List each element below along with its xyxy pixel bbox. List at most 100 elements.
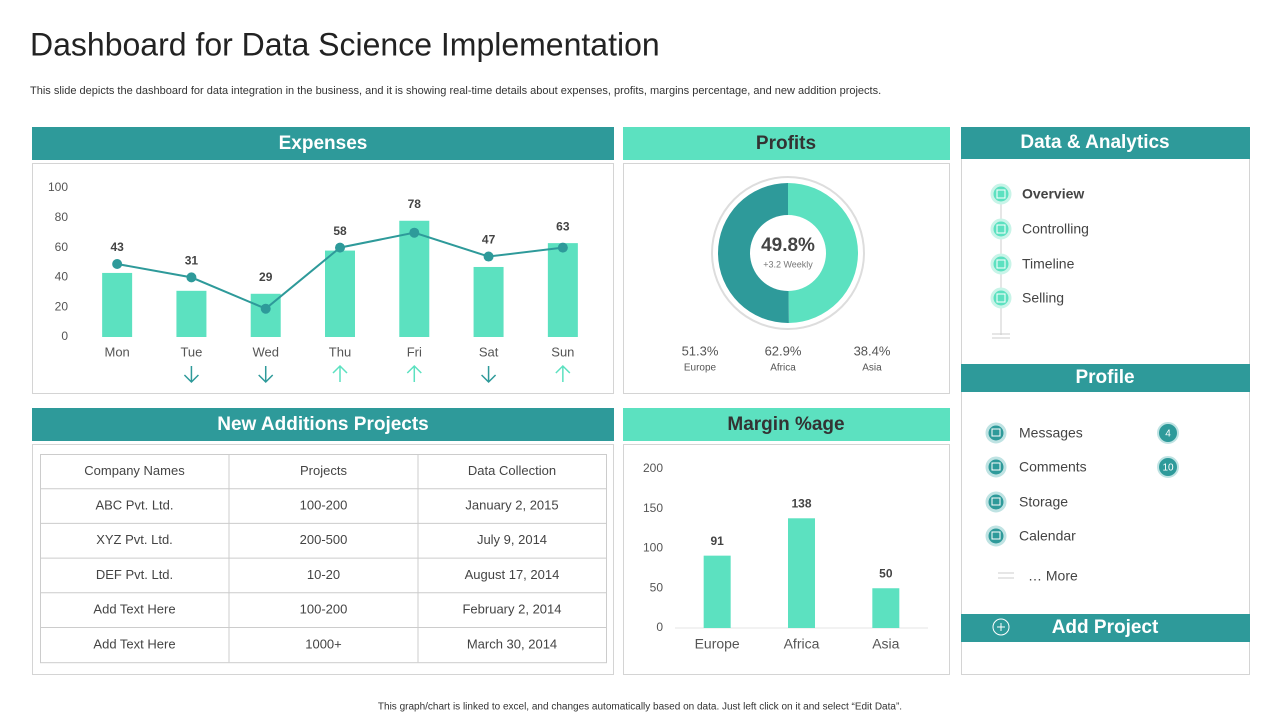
- stat-label: Africa: [770, 363, 796, 374]
- y-tick-label: 100: [48, 180, 68, 194]
- badge-count: 10: [1162, 463, 1174, 474]
- panel-title: Expenses: [279, 133, 368, 154]
- plus-icon: [992, 618, 1010, 636]
- menu-icon: [990, 253, 1012, 275]
- trend-arrow: [332, 364, 348, 382]
- x-tick-label: Tue: [180, 344, 202, 359]
- profile-icon-glyph: [991, 497, 1001, 506]
- badge: [1157, 422, 1179, 444]
- table-cell: August 17, 2014: [465, 567, 560, 582]
- donut-note: +3.2 Weekly: [763, 259, 813, 269]
- connector: [998, 572, 1014, 579]
- y-tick-label: 20: [55, 299, 69, 313]
- connector: [992, 333, 1010, 339]
- line-point: [112, 258, 123, 269]
- add-project-label[interactable]: Add Project: [1052, 617, 1159, 638]
- x-tick-label: Wed: [252, 344, 279, 359]
- bar: [473, 266, 504, 337]
- y-tick-label: 0: [61, 329, 68, 343]
- menu-icon: [990, 183, 1012, 205]
- data-label: 58: [333, 224, 347, 238]
- table-cell: 1000+: [305, 636, 342, 651]
- data-label: 43: [110, 240, 124, 254]
- table-cell: March 30, 2014: [467, 636, 557, 651]
- column-header: Company Names: [84, 463, 185, 478]
- table-cell: DEF Pvt. Ltd.: [96, 567, 173, 582]
- table-cell: July 9, 2014: [477, 532, 547, 547]
- line-point: [260, 303, 271, 314]
- column-header: Projects: [300, 463, 347, 478]
- bar: [547, 243, 578, 337]
- x-tick-label: Fri: [407, 344, 422, 359]
- menu-item: Selling: [1022, 290, 1064, 306]
- bar: [325, 250, 355, 337]
- profile-icon: [985, 491, 1007, 513]
- menu-icon: [990, 287, 1012, 309]
- x-tick-label: Africa: [784, 636, 820, 652]
- data-label: 78: [408, 197, 422, 211]
- menu-icon-glyph: [996, 189, 1006, 199]
- profile-item: Storage: [1019, 494, 1068, 510]
- x-tick-label: Asia: [872, 636, 899, 652]
- menu-icon-glyph: [996, 224, 1006, 234]
- profile-icon: [985, 456, 1007, 478]
- x-tick-label: Sat: [479, 344, 499, 359]
- y-tick-label: 80: [55, 210, 69, 224]
- table-cell: 10-20: [307, 567, 340, 582]
- y-tick-label: 40: [55, 270, 69, 284]
- trend-arrow: [183, 366, 199, 384]
- panel-title: Profile: [1075, 367, 1134, 388]
- bar: [872, 588, 900, 628]
- profile-item: Calendar: [1019, 528, 1076, 544]
- bar: [399, 220, 430, 337]
- data-label: 63: [556, 219, 570, 233]
- profile-item: Messages: [1019, 425, 1083, 441]
- profile-icon: [985, 525, 1007, 547]
- y-tick-label: 150: [643, 501, 663, 515]
- stat-value: 38.4%: [854, 343, 891, 358]
- footer-note: This graph/chart is linked to excel, and…: [378, 702, 902, 713]
- menu-icon-glyph: [996, 293, 1006, 303]
- panel-header: [961, 127, 1250, 159]
- data-label: 29: [259, 270, 273, 284]
- y-tick-label: 60: [55, 240, 69, 254]
- stat-label: Asia: [862, 363, 882, 374]
- column-header: Data Collection: [468, 463, 556, 478]
- line-point: [557, 242, 568, 253]
- page-subtitle: This slide depicts the dashboard for dat…: [30, 85, 881, 97]
- stat-value: 62.9%: [765, 343, 802, 358]
- menu-item: Controlling: [1022, 221, 1089, 237]
- table-cell: 200-500: [300, 532, 348, 547]
- trend-arrow: [555, 364, 571, 382]
- x-tick-label: Thu: [329, 344, 351, 359]
- profile-icon-glyph: [991, 531, 1001, 540]
- panel-title: Profits: [756, 133, 816, 154]
- panel-title: Margin %age: [727, 414, 844, 435]
- donut-ring: [711, 176, 865, 330]
- data-label: 50: [879, 566, 893, 580]
- bar: [176, 290, 207, 337]
- data-label: 47: [482, 233, 496, 247]
- badge-count: 4: [1165, 429, 1171, 440]
- trend-arrow: [406, 364, 422, 382]
- table-cell: February 2, 2014: [462, 602, 561, 617]
- y-tick-label: 100: [643, 541, 663, 555]
- profile-item: Comments: [1019, 459, 1087, 475]
- table-cell: ABC Pvt. Ltd.: [95, 497, 173, 512]
- y-tick-label: 50: [650, 580, 664, 594]
- menu-icon: [990, 218, 1012, 240]
- x-tick-label: Sun: [551, 344, 574, 359]
- panel: [32, 444, 614, 675]
- menu-icon-glyph: [996, 259, 1006, 269]
- table-cell: XYZ Pvt. Ltd.: [96, 532, 173, 547]
- line-point: [483, 251, 494, 262]
- table-cell: Add Text Here: [93, 602, 175, 617]
- profile-icon-glyph: [991, 428, 1001, 437]
- table-cell: 100-200: [300, 602, 348, 617]
- bar: [102, 272, 133, 337]
- line-point: [335, 242, 345, 253]
- table-cell: Add Text Here: [93, 636, 175, 651]
- profile-icon-glyph: [991, 462, 1001, 471]
- y-tick-label: 200: [643, 461, 663, 475]
